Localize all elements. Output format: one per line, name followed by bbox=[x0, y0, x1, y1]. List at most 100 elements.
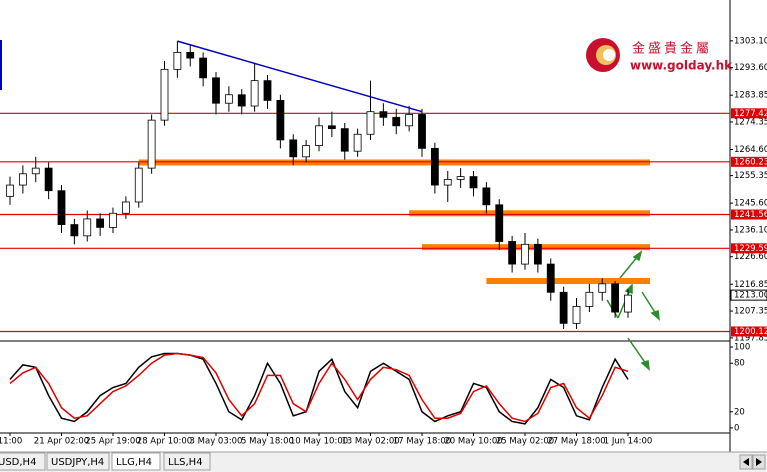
x-tick-label: 25 May 02:00 bbox=[496, 437, 554, 447]
y-tick-label: 1283.85 bbox=[734, 91, 767, 101]
forecast-arrows bbox=[606, 250, 660, 371]
candle-body bbox=[302, 145, 311, 158]
level-label: 1260.23 bbox=[734, 157, 767, 167]
x-tick-label: 10 May 10:00 bbox=[290, 437, 348, 447]
tab-label: LLS,H4 bbox=[168, 457, 203, 468]
x-tick-label: 3 May 03:00 bbox=[190, 437, 243, 447]
candle-body bbox=[508, 241, 517, 265]
y-tick-label: 1293.60 bbox=[734, 63, 767, 73]
x-tick-label: 13 May 02:00 bbox=[341, 437, 399, 447]
candle-body bbox=[327, 125, 336, 130]
scroll-icon bbox=[743, 458, 749, 466]
logo: 金盛貴金屬 www.golday.hk bbox=[586, 38, 733, 73]
level-label: 1241.56 bbox=[734, 210, 767, 220]
logo-url: www.golday.hk bbox=[630, 59, 733, 73]
candle-body bbox=[418, 114, 426, 149]
y-tick-label: 1255.35 bbox=[734, 171, 767, 181]
candle-body bbox=[289, 139, 298, 158]
candle-body bbox=[533, 243, 542, 265]
candle-body bbox=[18, 173, 27, 186]
price-label: 1213.00 bbox=[734, 291, 767, 301]
x-tick-label: 20 May 10:00 bbox=[444, 437, 502, 447]
level-box bbox=[731, 326, 767, 337]
level-label: 1200.12 bbox=[734, 327, 767, 337]
x-tick-label: 25 Apr 19:00 bbox=[85, 437, 140, 447]
price-box bbox=[730, 289, 767, 301]
candle-body bbox=[572, 306, 581, 324]
tab[interactable] bbox=[0, 452, 46, 471]
candle-body bbox=[315, 125, 323, 146]
candle-body bbox=[366, 111, 375, 135]
candle-body bbox=[482, 187, 491, 206]
trendline bbox=[177, 40, 423, 113]
x-tick-label: 1 Jun 14:00 bbox=[604, 437, 653, 447]
candle-body bbox=[109, 212, 117, 228]
y-tick-label: 1236.10 bbox=[734, 225, 767, 235]
oscillator-line bbox=[9, 352, 629, 423]
candle-body bbox=[443, 179, 452, 186]
candle-body bbox=[559, 291, 568, 324]
zone bbox=[409, 210, 650, 217]
y-tick-label: 1197.85 bbox=[734, 333, 767, 343]
candle-body bbox=[263, 80, 272, 101]
candle-body bbox=[405, 114, 414, 127]
candle-body bbox=[598, 283, 607, 293]
x-tick-label: 28 Apr 10:00 bbox=[137, 437, 192, 447]
candle-body bbox=[173, 52, 182, 70]
level-box bbox=[731, 108, 767, 119]
candle-body bbox=[611, 283, 620, 313]
level-box bbox=[731, 209, 767, 220]
candle-body bbox=[57, 190, 66, 225]
candle-body bbox=[212, 77, 220, 104]
candle-body bbox=[340, 128, 349, 152]
y-tick-label: 1245.60 bbox=[734, 199, 767, 209]
candle-body bbox=[585, 291, 594, 307]
y-tick-label: 0 bbox=[734, 423, 739, 433]
candle-body bbox=[430, 147, 439, 186]
candle-body bbox=[250, 80, 259, 107]
y-tick-label: 20 bbox=[734, 407, 745, 417]
logo-name: 金盛貴金屬 bbox=[632, 41, 712, 57]
x-tick-label: 27 May 18:00 bbox=[547, 437, 605, 447]
level-label: 1229.59 bbox=[734, 244, 767, 254]
candle-body bbox=[186, 52, 195, 59]
candle-body bbox=[392, 116, 401, 127]
arrow bbox=[640, 359, 650, 371]
candle-body bbox=[160, 68, 169, 121]
tab[interactable] bbox=[46, 452, 110, 471]
logo-mark bbox=[603, 49, 615, 61]
scroll-icon bbox=[756, 458, 762, 466]
oscillator-line bbox=[9, 352, 629, 425]
candle-body bbox=[624, 294, 632, 313]
y-tick-label: 1216.85 bbox=[734, 280, 767, 290]
y-tick-label: 1226.60 bbox=[734, 252, 767, 262]
candle-body bbox=[199, 57, 208, 79]
candle-body bbox=[134, 167, 143, 203]
candle-body bbox=[96, 218, 105, 228]
arrow bbox=[627, 337, 647, 365]
candle-body bbox=[456, 176, 465, 180]
level-label: 1277.42 bbox=[734, 109, 767, 119]
level-box bbox=[731, 156, 767, 167]
arrow bbox=[632, 250, 643, 262]
y-tick-label: 80 bbox=[734, 359, 745, 369]
tab[interactable] bbox=[111, 452, 161, 471]
tab[interactable] bbox=[163, 452, 211, 471]
zone bbox=[138, 159, 650, 166]
candle-body bbox=[276, 99, 285, 141]
tab-label: USDJPY,H4 bbox=[51, 457, 104, 468]
candle-body bbox=[237, 94, 246, 107]
candle-body bbox=[353, 133, 362, 152]
y-tick-label: 100 bbox=[734, 343, 750, 353]
candle-body bbox=[121, 201, 130, 214]
y-tick-label: 1207.35 bbox=[734, 307, 767, 317]
candle-body bbox=[44, 167, 53, 192]
y-tick-label: 1274.35 bbox=[734, 117, 767, 127]
candle-body bbox=[224, 94, 233, 104]
candle-body bbox=[521, 243, 529, 265]
y-tick-label: 1303.10 bbox=[734, 36, 767, 46]
tab-label: USD,H4 bbox=[0, 457, 36, 468]
x-tick-label: 5 May 18:00 bbox=[241, 437, 294, 447]
candle-body bbox=[379, 111, 388, 118]
